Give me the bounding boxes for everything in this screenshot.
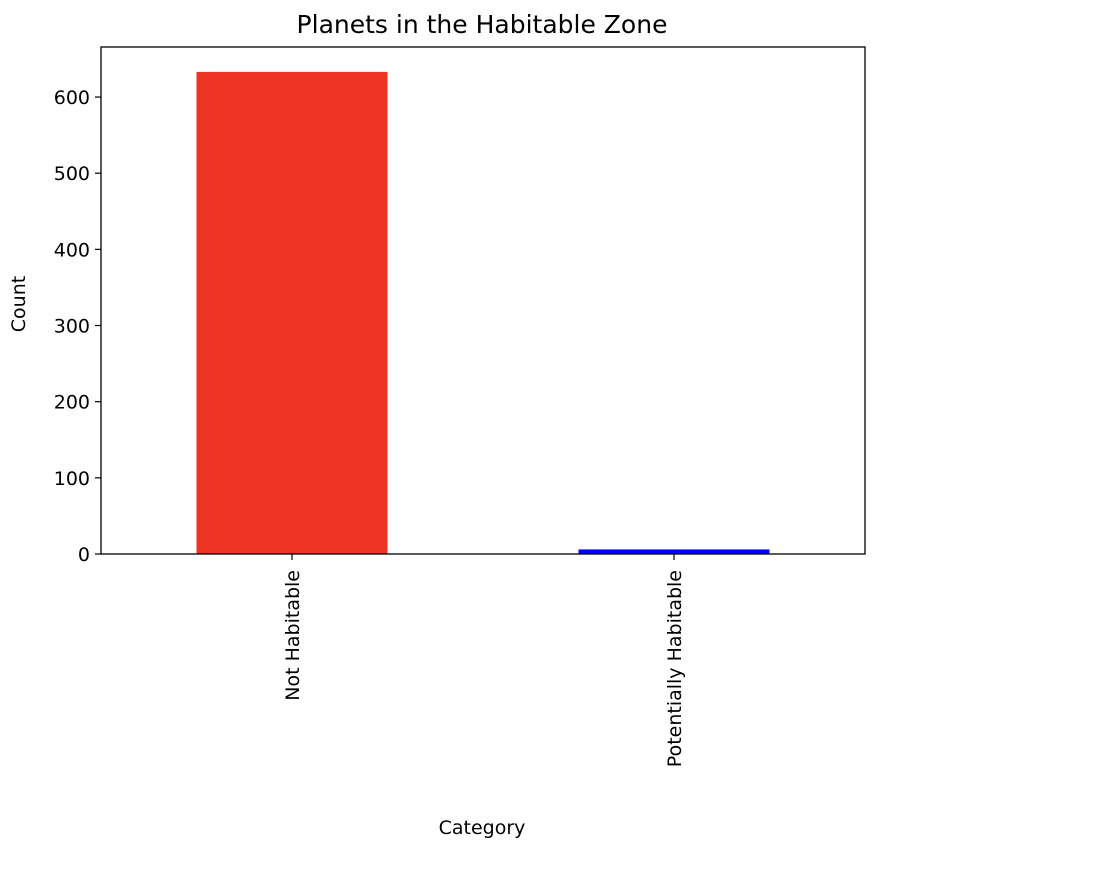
x-tick-label: Potentially Habitable xyxy=(664,570,686,767)
y-tick-label: 600 xyxy=(54,87,90,109)
bar-not-habitable xyxy=(196,71,388,554)
x-tick-label: Not Habitable xyxy=(282,570,304,701)
x-axis: Not Habitable Potentially Habitable xyxy=(282,554,686,767)
y-axis: 0 100 200 300 400 500 600 xyxy=(54,87,101,566)
y-tick-label: 0 xyxy=(78,544,90,566)
y-tick-label: 400 xyxy=(54,239,90,261)
y-axis-label: Count xyxy=(8,276,30,332)
plot-frame xyxy=(100,46,866,555)
y-tick-label: 200 xyxy=(54,392,90,414)
chart-title: Planets in the Habitable Zone xyxy=(297,10,668,39)
bar-potentially-habitable xyxy=(578,549,770,554)
y-tick-label: 500 xyxy=(54,163,90,185)
bars-group xyxy=(196,71,770,554)
y-tick-label: 100 xyxy=(54,468,90,490)
y-tick-label: 300 xyxy=(54,316,90,338)
x-axis-label: Category xyxy=(439,817,526,839)
